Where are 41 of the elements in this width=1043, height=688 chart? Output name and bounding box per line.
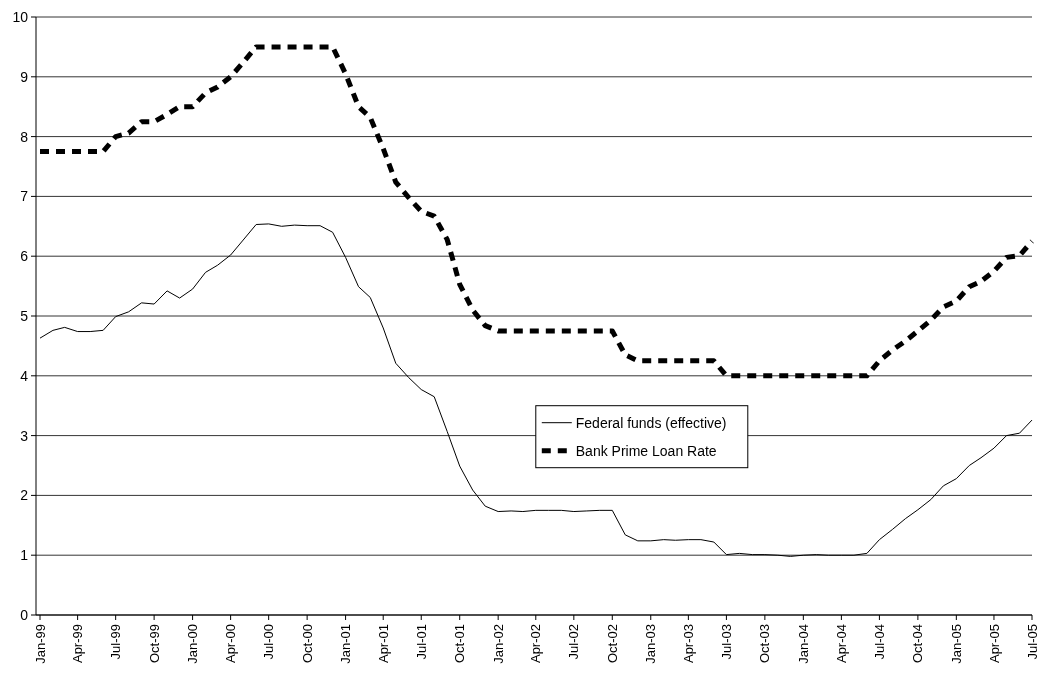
- y-tick-label: 3: [20, 427, 29, 444]
- x-tick-label: Jul-02: [566, 624, 582, 660]
- x-tick-label: Jul-00: [261, 624, 277, 660]
- x-tick-label: Apr-02: [528, 624, 544, 664]
- x-tick-label: Apr-01: [375, 624, 391, 664]
- x-tick-label: Apr-00: [223, 624, 239, 664]
- y-tick-label: 1: [20, 547, 29, 564]
- y-tick-label: 8: [20, 128, 29, 145]
- x-tick-label: Jan-00: [185, 624, 201, 664]
- x-tick-label: Jan-02: [490, 624, 506, 664]
- x-tick-label: Jul-03: [718, 624, 734, 660]
- x-tick-label: Oct-02: [604, 624, 620, 664]
- x-tick-label: Oct-01: [452, 624, 468, 664]
- x-tick-label: Oct-00: [299, 624, 315, 664]
- x-tick-label: Jul-99: [108, 624, 124, 660]
- x-tick-label: Jul-01: [413, 624, 429, 660]
- x-tick-label: Jan-05: [948, 624, 964, 664]
- x-tick-label: Apr-99: [70, 624, 86, 664]
- x-tick-label: Oct-99: [146, 624, 162, 664]
- x-tick-label: Jul-05: [1024, 624, 1040, 660]
- x-tick-label: Jan-03: [643, 624, 659, 664]
- x-tick-label: Oct-03: [757, 624, 773, 664]
- y-tick-label: 6: [20, 248, 29, 265]
- x-tick-label: Jan-99: [32, 624, 48, 664]
- x-tick-label: Apr-03: [680, 624, 696, 664]
- x-tick-label: Jul-04: [871, 624, 887, 660]
- y-tick-label: 2: [20, 487, 29, 504]
- legend-label: Bank Prime Loan Rate: [575, 442, 717, 459]
- y-tick-label: 0: [20, 606, 29, 623]
- x-tick-label: Jan-04: [795, 624, 811, 664]
- y-tick-label: 10: [12, 8, 29, 25]
- x-tick-label: Oct-04: [910, 624, 926, 664]
- line-series: [39, 223, 1033, 557]
- y-tick-label: 7: [20, 188, 29, 205]
- y-tick-label: 4: [20, 367, 29, 384]
- y-tick-label: 5: [20, 307, 29, 324]
- y-tick-label: 9: [20, 68, 29, 85]
- x-tick-label: Apr-05: [986, 624, 1002, 664]
- x-tick-label: Jan-01: [338, 624, 354, 664]
- x-tick-label: Apr-04: [833, 624, 849, 664]
- legend-label: Federal funds (effective): [575, 414, 727, 431]
